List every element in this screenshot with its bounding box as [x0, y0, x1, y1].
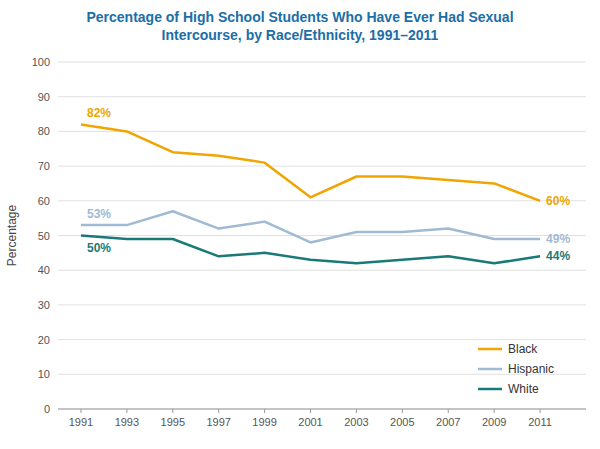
y-tick-label: 80 [38, 125, 50, 137]
value-label: 44% [546, 249, 570, 263]
legend: Black Hispanic White [478, 342, 554, 396]
x-tick [356, 409, 357, 413]
y-tick-label: 90 [38, 91, 50, 103]
grid-line [58, 235, 586, 236]
value-label: 53% [87, 207, 111, 221]
series-line [81, 236, 540, 264]
y-tick-label: 0 [44, 403, 50, 415]
grid-line [58, 339, 586, 340]
grid-line [58, 200, 586, 201]
title-line: Intercourse, by Race/Ethnicity, 1991–201… [162, 27, 439, 43]
grid-line [58, 131, 586, 132]
x-axis-line [58, 409, 586, 410]
x-tick-label: 1991 [69, 416, 93, 428]
grid-line [58, 374, 586, 375]
legend-label: White [508, 382, 539, 396]
legend-swatch [478, 388, 502, 391]
grid [58, 62, 586, 409]
x-tick [402, 409, 403, 413]
grid-line [58, 409, 586, 410]
grid-line [58, 270, 586, 271]
y-axis-label: Percentage [5, 204, 19, 266]
legend-label: Black [508, 342, 538, 356]
value-label: 50% [87, 241, 111, 255]
y-tick-label: 40 [38, 264, 50, 276]
lines [81, 124, 540, 263]
value-label: 82% [87, 106, 111, 120]
legend-label: Hispanic [508, 362, 554, 376]
x-tick [80, 409, 81, 413]
x-tick-label: 2005 [390, 416, 414, 428]
y-tick-label: 10 [38, 368, 50, 380]
title-line: Percentage of High School Students Who H… [86, 9, 513, 25]
x-tick-label: 2007 [436, 416, 460, 428]
x-tick-label: 2003 [344, 416, 368, 428]
x-tick-label: 2001 [298, 416, 322, 428]
x-tick-label: 1995 [161, 416, 185, 428]
x-tick [494, 409, 495, 413]
x-tick-label: 1997 [206, 416, 230, 428]
grid-line [58, 96, 586, 97]
x-tick-label: 1993 [115, 416, 139, 428]
y-tick-label: 60 [38, 195, 50, 207]
x-tick-label: 2011 [528, 416, 552, 428]
x-tick [126, 409, 127, 413]
title: Percentage of High School Students Who H… [86, 9, 513, 43]
grid-line [58, 166, 586, 167]
value-label: 49% [546, 232, 570, 246]
y-tick-label: 30 [38, 299, 50, 311]
y-tick-label: 50 [38, 230, 50, 242]
grid-line [58, 304, 586, 305]
x-tick-label: 1999 [252, 416, 276, 428]
y-tick-label: 70 [38, 160, 50, 172]
legend-swatch [478, 348, 502, 351]
chart: Percentage of High School Students Who H… [0, 0, 600, 449]
value-label: 60% [546, 194, 570, 208]
y-tick-label: 20 [38, 334, 50, 346]
x-tick [540, 409, 541, 413]
series-line [81, 124, 540, 200]
grid-line [58, 62, 586, 63]
x-tick [218, 409, 219, 413]
y-tick-label: 100 [32, 56, 50, 68]
legend-swatch [478, 368, 502, 371]
x-tick-label: 2009 [482, 416, 506, 428]
x-tick [172, 409, 173, 413]
x-tick [310, 409, 311, 413]
x-tick [264, 409, 265, 413]
x-tick [448, 409, 449, 413]
